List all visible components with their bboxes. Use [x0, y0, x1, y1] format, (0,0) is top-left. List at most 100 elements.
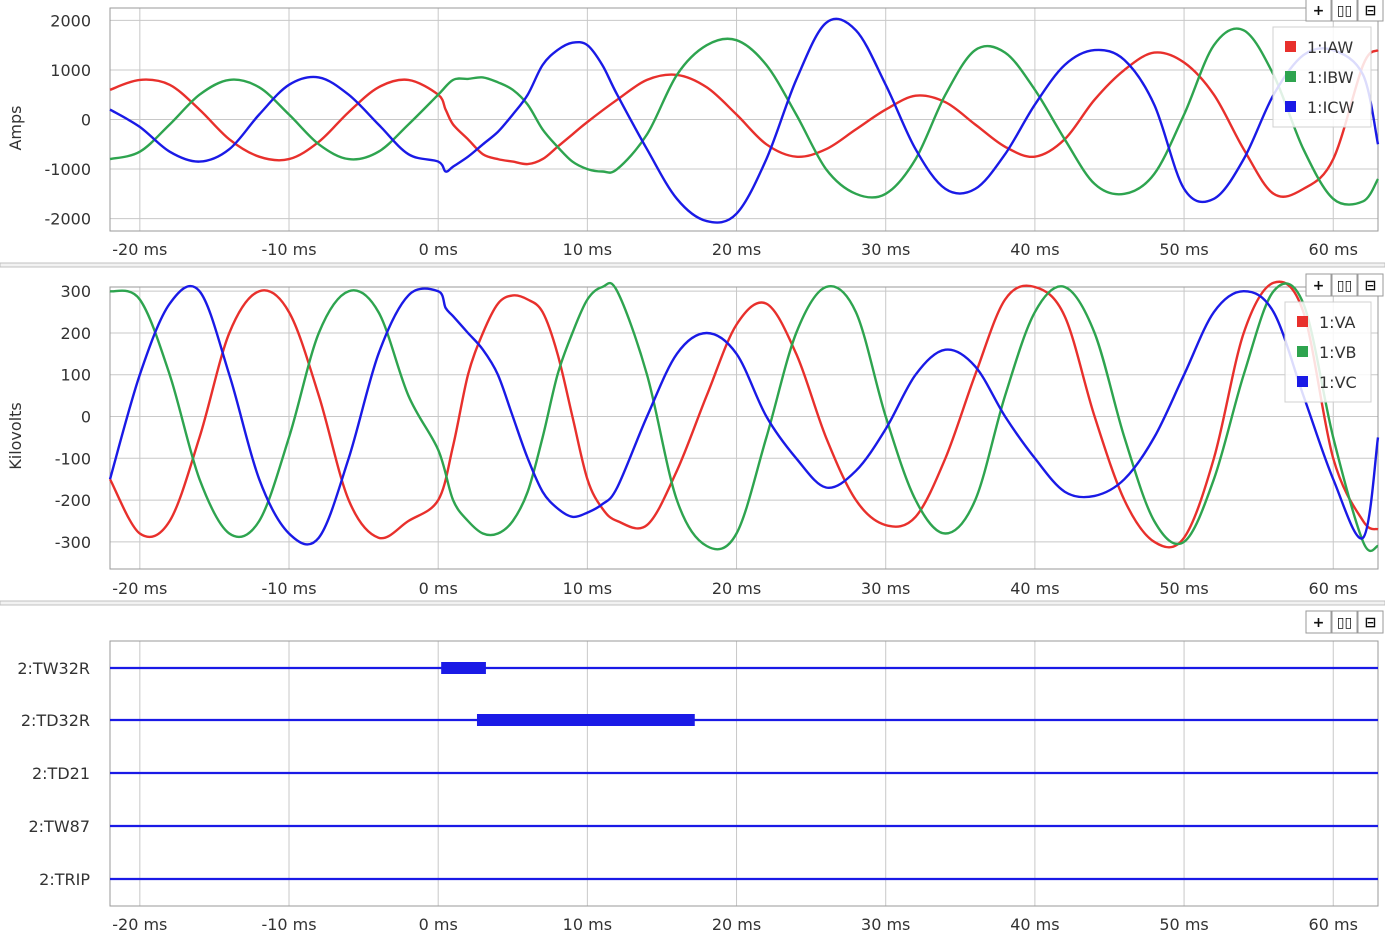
- y-tick-label: -2000: [45, 210, 92, 229]
- series-line-1vb: [109, 281, 1379, 553]
- side-by-side-button[interactable]: ▯▯: [1331, 273, 1358, 297]
- stacked-button-label[interactable]: ⊟: [1365, 278, 1377, 294]
- current-chart-legend: 1:IAW 1:IBW 1:ICW: [1272, 26, 1372, 128]
- current-chart-x-ticks: -20 ms -10 ms 0 ms 10 ms 20 ms 30 ms 40 ms 50 m…: [112, 240, 1358, 259]
- x-tick-label: 60 ms: [1309, 579, 1358, 598]
- stacked-button-frame[interactable]: [1357, 273, 1384, 297]
- add-chart-button-frame[interactable]: [1305, 610, 1332, 634]
- voltage-chart: 300 200 100 0 -100 -200 -300 -20 ms -10 ms 0 ms 1…: [6, 273, 1384, 598]
- x-tick-label: 40 ms: [1010, 915, 1059, 934]
- y-tick-label: -1000: [45, 160, 92, 179]
- x-tick-label: 10 ms: [563, 579, 612, 598]
- side-by-side-button[interactable]: ▯▯: [1331, 0, 1358, 22]
- voltage-chart-x-ticks: -20 ms -10 ms 0 ms 10 ms 20 ms 30 ms 40 ms 50 m…: [112, 579, 1358, 598]
- y-tick-label: -200: [55, 491, 91, 510]
- x-tick-label: -10 ms: [261, 579, 316, 598]
- add-chart-button-frame[interactable]: [1305, 273, 1332, 297]
- legend-label[interactable]: 1:VC: [1319, 373, 1357, 392]
- channel-label: 2:TD32R: [21, 711, 90, 730]
- x-tick-label: 20 ms: [712, 240, 761, 259]
- side-by-side-button-label[interactable]: ▯▯: [1337, 278, 1352, 294]
- y-tick-label: 0: [81, 111, 91, 130]
- x-tick-label: 50 ms: [1159, 915, 1208, 934]
- x-tick-label: -10 ms: [261, 240, 316, 259]
- stacked-button-label[interactable]: ⊟: [1365, 3, 1377, 19]
- x-tick-label: 40 ms: [1010, 240, 1059, 259]
- current-chart-series: [109, 17, 1380, 224]
- x-tick-label: 10 ms: [563, 915, 612, 934]
- x-tick-label: 30 ms: [861, 915, 910, 934]
- y-tick-label: 200: [60, 324, 91, 343]
- x-tick-label: 40 ms: [1010, 579, 1059, 598]
- legend-swatch: [1297, 346, 1308, 357]
- y-tick-label: -300: [55, 533, 91, 552]
- channel-label: 2:TW32R: [17, 659, 90, 678]
- legend-swatch: [1285, 101, 1296, 112]
- x-tick-label: 10 ms: [563, 240, 612, 259]
- legend-label[interactable]: 1:IBW: [1307, 68, 1354, 87]
- current-chart-plot-area[interactable]: [109, 7, 1379, 232]
- stacked-button-frame[interactable]: [1357, 610, 1384, 634]
- stacked-button[interactable]: ⊟: [1357, 273, 1384, 297]
- stacked-button[interactable]: ⊟: [1357, 0, 1384, 22]
- voltage-chart-plot-area[interactable]: [109, 286, 1379, 570]
- side-by-side-button-label[interactable]: ▯▯: [1337, 3, 1352, 19]
- legend-label[interactable]: 1:VB: [1319, 343, 1357, 362]
- add-chart-button-frame[interactable]: [1305, 0, 1332, 22]
- series-line-1va: [108, 280, 1379, 549]
- legend-label[interactable]: 1:ICW: [1307, 98, 1354, 117]
- legend-label[interactable]: 1:IAW: [1307, 38, 1353, 57]
- channel-active-bar: [441, 662, 486, 674]
- add-chart-button-label[interactable]: +: [1313, 3, 1325, 19]
- legend-swatch: [1285, 41, 1296, 52]
- voltage-chart-legend: 1:VA 1:VB 1:VC: [1284, 301, 1372, 403]
- y-tick-label: 0: [81, 408, 91, 427]
- stacked-button-frame[interactable]: [1357, 0, 1384, 22]
- side-by-side-button-frame[interactable]: [1331, 273, 1358, 297]
- side-by-side-button-frame[interactable]: [1331, 610, 1358, 634]
- digital-chart-x-ticks: -20 ms -10 ms 0 ms 10 ms 20 ms 30 ms 40 ms 50 m…: [112, 915, 1358, 934]
- series-line-1icw: [109, 17, 1380, 224]
- voltage-chart-y-axis-title: Kilovolts: [6, 402, 25, 469]
- add-chart-button-label[interactable]: +: [1313, 615, 1325, 631]
- add-chart-button[interactable]: +: [1305, 610, 1332, 634]
- channel-label: 2:TRIP: [39, 870, 90, 889]
- x-tick-label: 0 ms: [419, 579, 458, 598]
- x-tick-label: 50 ms: [1159, 579, 1208, 598]
- x-tick-label: 50 ms: [1159, 240, 1208, 259]
- side-by-side-button[interactable]: ▯▯: [1331, 610, 1358, 634]
- stacked-button-label[interactable]: ⊟: [1365, 615, 1377, 631]
- current-chart-grid: [110, 8, 1378, 231]
- channel-label: 2:TW87: [28, 817, 90, 836]
- x-tick-label: 20 ms: [712, 915, 761, 934]
- add-chart-button[interactable]: +: [1305, 273, 1332, 297]
- x-tick-label: 0 ms: [419, 915, 458, 934]
- x-tick-label: -20 ms: [112, 915, 167, 934]
- add-chart-button[interactable]: +: [1305, 0, 1332, 22]
- voltage-chart-grid: [110, 287, 1378, 569]
- legend-label[interactable]: 1:VA: [1319, 313, 1355, 332]
- y-tick-label: 300: [60, 282, 91, 301]
- stacked-button[interactable]: ⊟: [1357, 610, 1384, 634]
- x-tick-label: 60 ms: [1309, 240, 1358, 259]
- x-tick-label: -20 ms: [112, 579, 167, 598]
- side-by-side-button-label[interactable]: ▯▯: [1337, 615, 1352, 631]
- x-tick-label: 30 ms: [861, 579, 910, 598]
- voltage-chart-toolbar: + ▯▯ ⊟: [1305, 273, 1384, 297]
- x-tick-label: 30 ms: [861, 240, 910, 259]
- channel-label: 2:TD21: [32, 764, 90, 783]
- digital-chart-channels: 2:TW32R 2:TD32R 2:TD21 2:TW87 2:TRIP: [17, 659, 1378, 889]
- legend-swatch: [1297, 376, 1308, 387]
- series-line-1vc: [108, 284, 1380, 546]
- series-line-1ibw: [109, 27, 1380, 206]
- panel-divider-1[interactable]: [0, 262, 1385, 268]
- x-tick-label: 20 ms: [712, 579, 761, 598]
- panel-divider-2[interactable]: [0, 600, 1385, 606]
- x-tick-label: -10 ms: [261, 915, 316, 934]
- current-chart-y-axis-title: Amps: [6, 105, 25, 150]
- side-by-side-button-frame[interactable]: [1331, 0, 1358, 22]
- add-chart-button-label[interactable]: +: [1313, 278, 1325, 294]
- legend-swatch: [1285, 71, 1296, 82]
- current-chart: 2000 1000 0 -1000 -2000 -20 ms -10 ms 0 ms 10 m…: [6, 0, 1384, 259]
